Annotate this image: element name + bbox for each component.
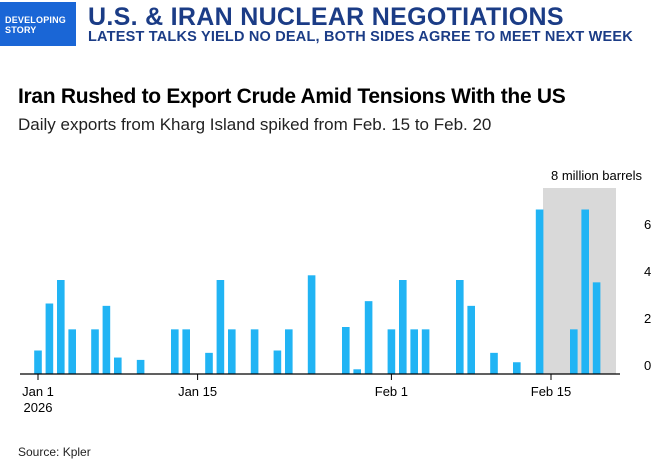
bar xyxy=(421,329,430,374)
bar xyxy=(456,280,464,374)
bar xyxy=(387,329,396,374)
source-note: Source: Kpler xyxy=(18,445,91,459)
bar xyxy=(490,352,498,374)
bar xyxy=(581,209,589,374)
bar xyxy=(410,329,418,374)
chart-subtitle: Daily exports from Kharg Island spiked f… xyxy=(18,115,492,134)
bar xyxy=(34,350,42,374)
bar xyxy=(45,303,54,374)
bar xyxy=(467,305,475,374)
bar xyxy=(250,329,259,374)
y-tick-label: 6 xyxy=(644,217,651,232)
bar xyxy=(364,301,373,374)
bar xyxy=(342,327,350,374)
banner-headline: U.S. & IRAN NUCLEAR NEGOTIATIONS xyxy=(88,3,564,31)
bar xyxy=(273,350,282,374)
bar xyxy=(592,282,601,374)
bar xyxy=(513,362,521,374)
x-tick-sublabel: 2026 xyxy=(24,400,53,415)
chart-title: Iran Rushed to Export Crude Amid Tension… xyxy=(18,85,566,108)
bar xyxy=(171,329,179,374)
bar xyxy=(353,369,361,374)
story-banner: DEVELOPING STORY U.S. & IRAN NUCLEAR NEG… xyxy=(0,0,656,48)
bar xyxy=(228,329,236,374)
bar xyxy=(91,329,99,374)
banner-subheadline: LATEST TALKS YIELD NO DEAL, BOTH SIDES A… xyxy=(88,29,633,45)
bar xyxy=(102,305,111,374)
bar xyxy=(57,280,65,374)
x-tick-label: Jan 15 xyxy=(178,384,217,399)
y-tick-label: 0 xyxy=(644,358,651,373)
bar xyxy=(182,329,190,374)
y-tick-label: 4 xyxy=(644,264,651,279)
bar xyxy=(535,209,544,374)
bar xyxy=(68,329,76,374)
y-tick-label: 2 xyxy=(644,311,651,326)
bar xyxy=(216,280,225,374)
bar xyxy=(205,352,213,374)
bar xyxy=(136,359,145,374)
bar xyxy=(399,280,407,374)
highlight-band xyxy=(543,188,616,374)
developing-story-badge: DEVELOPING STORY xyxy=(0,2,76,46)
x-tick-label: Feb 1 xyxy=(375,384,408,399)
bar xyxy=(570,329,578,374)
x-tick-label: Feb 15 xyxy=(531,384,571,399)
x-tick-label: Jan 1 xyxy=(22,384,54,399)
bar xyxy=(285,329,293,374)
y-unit-label: 8 million barrels xyxy=(551,168,643,183)
bar xyxy=(114,357,122,374)
bar xyxy=(307,275,316,374)
